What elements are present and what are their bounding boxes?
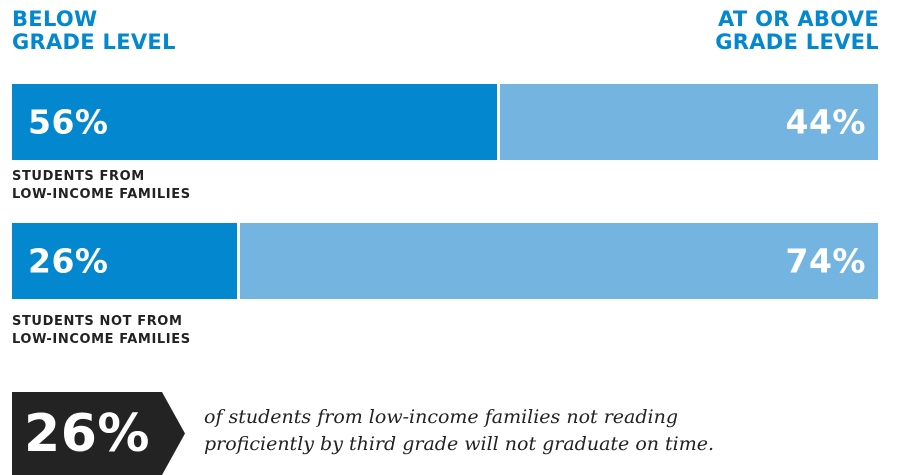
callout-value: 26%: [24, 403, 150, 464]
bar-segment-below: 26%: [12, 223, 237, 299]
below-grade-level-header: BELOW GRADE LEVEL: [12, 8, 176, 54]
above-header-line1: AT OR ABOVE: [717, 7, 879, 31]
bar-value-label-below: 56%: [28, 102, 109, 142]
category-label-line: LOW-INCOME FAMILIES: [12, 187, 191, 202]
bar-row: 26% 74%: [12, 223, 878, 299]
callout-note-line1: of students from low-income families not…: [204, 406, 678, 428]
above-header-line2: GRADE LEVEL: [715, 30, 879, 54]
at-or-above-grade-level-header: AT OR ABOVE GRADE LEVEL: [715, 8, 879, 54]
bar-row: 56% 44%: [12, 84, 878, 160]
callout-note-line2: proficiently by third grade will not gra…: [204, 433, 715, 455]
bar-segment-above: 74%: [240, 223, 878, 299]
bar-value-label-above: 74%: [785, 241, 866, 281]
category-label: STUDENTS FROM LOW-INCOME FAMILIES: [12, 168, 191, 204]
category-label-line: LOW-INCOME FAMILIES: [12, 332, 191, 347]
bar-segment-above: 44%: [500, 84, 878, 160]
below-header-line2: GRADE LEVEL: [12, 30, 176, 54]
category-label: STUDENTS NOT FROM LOW-INCOME FAMILIES: [12, 313, 191, 349]
statistic-callout: 26%: [12, 392, 185, 475]
below-header-line1: BELOW: [12, 7, 98, 31]
bar-value-label-above: 44%: [785, 102, 866, 142]
category-label-line: STUDENTS FROM: [12, 169, 145, 184]
bar-segment-below: 56%: [12, 84, 497, 160]
category-label-line: STUDENTS NOT FROM: [12, 314, 183, 329]
callout-note: of students from low-income families not…: [204, 404, 844, 458]
bar-value-label-below: 26%: [28, 241, 109, 281]
callout-arrow-shape: [12, 392, 185, 475]
